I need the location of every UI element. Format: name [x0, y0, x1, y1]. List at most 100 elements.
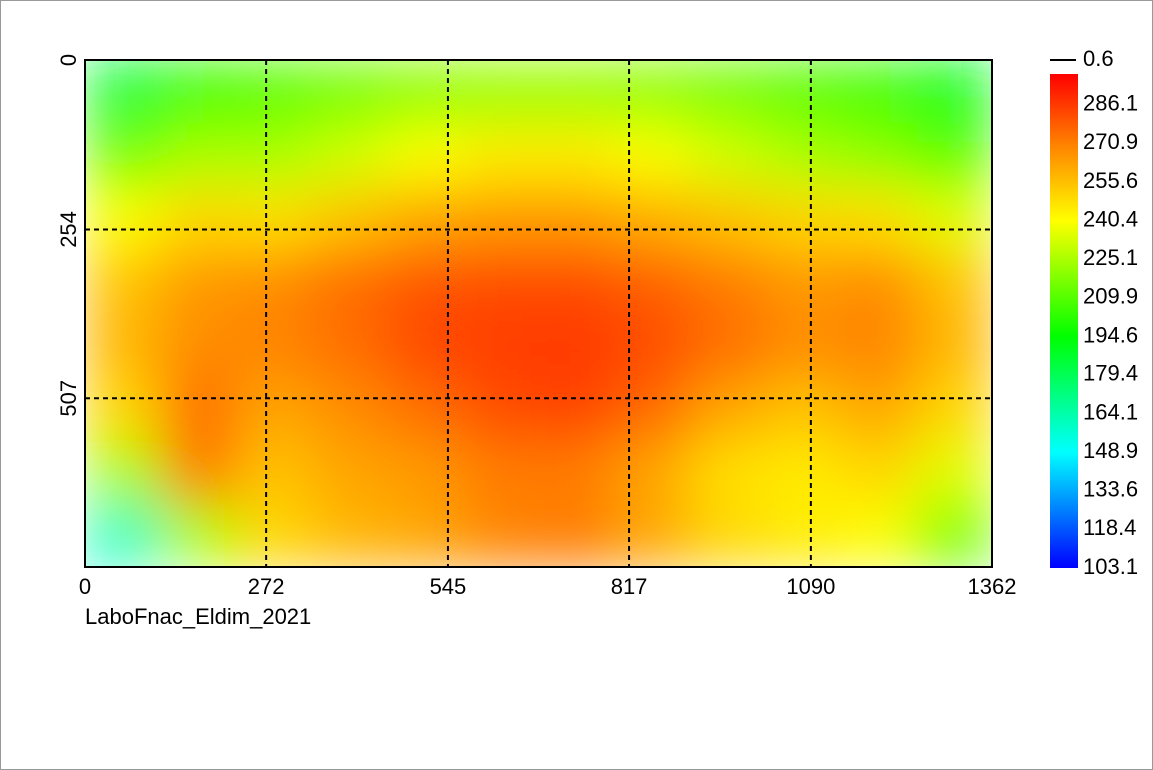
heat-cell: [85, 376, 162, 441]
heat-cell: [85, 250, 162, 314]
heat-cell: [236, 250, 313, 314]
heat-cell: [387, 123, 464, 188]
heat-cell: [160, 60, 237, 124]
heat-cell: [538, 123, 615, 188]
heat-cell: [311, 440, 388, 505]
heat-cell: [236, 376, 313, 441]
heat-cell: [160, 503, 237, 567]
plot-frame: [84, 59, 993, 568]
x-tick-label: 1362: [968, 574, 1017, 599]
heat-cell: [462, 503, 539, 567]
heat-cell: [85, 123, 162, 188]
y-tick-label: 254: [56, 211, 81, 248]
heat-cell: [538, 186, 615, 251]
heat-cell: [614, 250, 691, 314]
heat-cell: [462, 60, 539, 124]
heat-cell: [85, 313, 162, 378]
colorbar-tick-label: 118.4: [1083, 515, 1136, 540]
heat-cell: [311, 250, 388, 314]
heat-cell: [236, 503, 313, 567]
heat-cell: [387, 186, 464, 251]
heat-cell: [916, 440, 992, 505]
heat-cell: [387, 313, 464, 378]
heat-cell: [689, 250, 766, 314]
heat-cell: [614, 313, 691, 378]
heat-cell: [387, 376, 464, 441]
heat-cell: [765, 60, 842, 124]
y-tick-label: 0: [56, 54, 81, 66]
colorbar-tick-label: 133.6: [1083, 477, 1138, 502]
heat-cell: [462, 123, 539, 188]
heat-cell: [689, 440, 766, 505]
x-tick-label: 817: [611, 574, 648, 599]
heat-cell: [689, 376, 766, 441]
x-tick-label: 272: [248, 574, 285, 599]
heat-cell: [840, 123, 917, 188]
colorbar-note: 0.6: [1083, 46, 1114, 71]
heat-cell: [311, 313, 388, 378]
x-tick-label: 0: [79, 574, 91, 599]
heat-cell: [840, 250, 917, 314]
heat-cell: [387, 60, 464, 124]
heat-cell: [840, 503, 917, 567]
heat-cell: [765, 250, 842, 314]
heat-cell: [765, 186, 842, 251]
heat-cell: [311, 186, 388, 251]
heat-cell: [538, 440, 615, 505]
colorbar-tick-label: 179.4: [1083, 361, 1138, 386]
heat-cell: [462, 440, 539, 505]
colorbar-tick-label: 225.1: [1083, 245, 1138, 270]
heat-cell: [236, 440, 313, 505]
heat-cell: [236, 313, 313, 378]
heat-cell: [916, 60, 992, 124]
heat-cell: [840, 313, 917, 378]
heat-cell: [840, 60, 917, 124]
heat-cell: [916, 250, 992, 314]
heat-cell: [538, 250, 615, 314]
colorbar: [1050, 74, 1078, 568]
heat-cell: [614, 123, 691, 188]
heat-cell: [689, 313, 766, 378]
colorbar-tick-label: 240.4: [1083, 206, 1138, 231]
heat-cell: [614, 440, 691, 505]
heat-cell: [387, 250, 464, 314]
heat-cell: [538, 376, 615, 441]
heat-cell: [236, 60, 313, 124]
heat-cell: [236, 186, 313, 251]
heat-cell: [916, 313, 992, 378]
heat-cell: [462, 186, 539, 251]
heat-cell: [765, 123, 842, 188]
heat-cell: [538, 503, 615, 567]
heat-cell: [614, 503, 691, 567]
heat-cell: [160, 186, 237, 251]
heat-cell: [765, 503, 842, 567]
heat-cell: [765, 313, 842, 378]
heat-cell: [236, 123, 313, 188]
heat-cell: [311, 60, 388, 124]
heat-cell: [462, 376, 539, 441]
heat-cell: [765, 440, 842, 505]
heat-cell: [840, 440, 917, 505]
heat-cell: [840, 376, 917, 441]
heat-cell: [916, 186, 992, 251]
heat-cell: [614, 376, 691, 441]
heat-cell: [85, 440, 162, 505]
heat-cell: [689, 186, 766, 251]
heat-cell: [85, 186, 162, 251]
colorbar-tick-label: 194.6: [1083, 322, 1138, 347]
heat-cell: [311, 123, 388, 188]
colorbar-tick-label: 286.1: [1083, 91, 1138, 116]
heat-cell: [160, 123, 237, 188]
heat-cell: [160, 250, 237, 314]
heat-cell: [916, 376, 992, 441]
heat-cell: [311, 503, 388, 567]
heat-cell: [387, 440, 464, 505]
x-tick-label: 1090: [786, 574, 835, 599]
heat-cell: [916, 503, 992, 567]
heatmap: [85, 60, 992, 567]
heat-cell: [689, 503, 766, 567]
heat-cell: [160, 440, 237, 505]
heat-cell: [916, 123, 992, 188]
heat-cell: [462, 313, 539, 378]
